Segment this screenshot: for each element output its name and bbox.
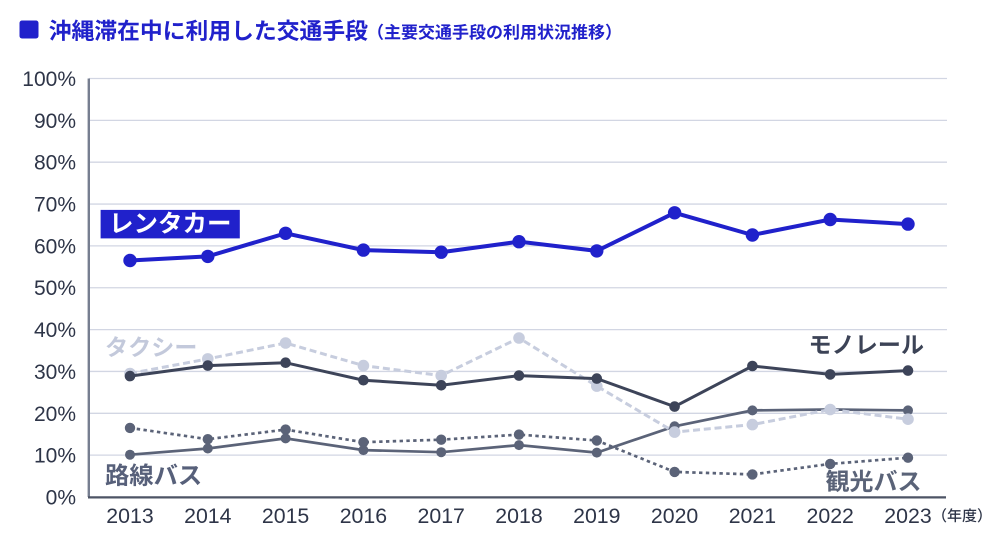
svg-text:2019: 2019 (573, 504, 620, 528)
svg-text:80%: 80% (34, 152, 76, 175)
svg-text:2014: 2014 (184, 504, 232, 528)
svg-text:2017: 2017 (418, 504, 465, 528)
svg-text:40%: 40% (34, 319, 76, 342)
svg-text:60%: 60% (34, 235, 76, 258)
svg-text:2018: 2018 (495, 504, 542, 528)
svg-text:20%: 20% (34, 403, 76, 426)
svg-text:2022: 2022 (807, 504, 854, 528)
svg-text:2016: 2016 (340, 504, 387, 528)
svg-text:2020: 2020 (651, 504, 699, 528)
svg-text:50%: 50% (34, 277, 76, 300)
svg-text:100%: 100% (22, 68, 76, 91)
svg-text:30%: 30% (34, 361, 76, 384)
svg-text:10%: 10% (34, 445, 76, 468)
svg-text:2013: 2013 (106, 504, 153, 528)
svg-text:0%: 0% (46, 487, 76, 510)
svg-text:2021: 2021 (729, 504, 776, 528)
svg-text:70%: 70% (34, 194, 76, 217)
svg-text:2023: 2023 (884, 504, 931, 528)
svg-text:90%: 90% (34, 110, 76, 133)
svg-text:2015: 2015 (262, 504, 309, 528)
